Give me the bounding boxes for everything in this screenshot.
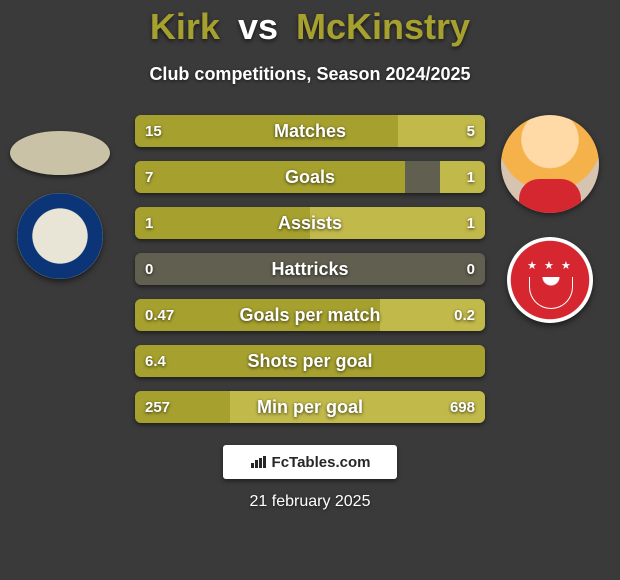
- player1-name: Kirk: [150, 6, 220, 47]
- stats-bars: Matches155Goals71Assists11Hattricks00Goa…: [135, 115, 485, 423]
- stat-value-left: 0: [135, 253, 163, 285]
- stat-value-right: 0.2: [444, 299, 485, 331]
- stat-row: Goals per match0.47 0.2: [135, 299, 485, 331]
- stat-value-right: 5: [457, 115, 485, 147]
- player2-club-badge: [507, 237, 593, 323]
- right-column: [490, 115, 610, 323]
- chart-icon: [250, 455, 268, 469]
- stat-value-left: 15: [135, 115, 172, 147]
- stat-row: Goals7 1: [135, 161, 485, 193]
- stat-label: Hattricks: [135, 253, 485, 285]
- footer-date: 21 february 2025: [0, 493, 620, 511]
- left-column: [0, 115, 120, 279]
- stat-row: Shots per goal6.4: [135, 345, 485, 377]
- brand-logo-box: FcTables.com: [223, 445, 397, 479]
- stat-label: Matches: [135, 115, 485, 147]
- stat-label: Shots per goal: [135, 345, 485, 377]
- stat-label: Goals per match: [135, 299, 485, 331]
- stat-value-right: 1: [457, 207, 485, 239]
- player1-club-badge: [17, 193, 103, 279]
- subtitle: Club competitions, Season 2024/2025: [0, 64, 620, 85]
- stat-label: Goals: [135, 161, 485, 193]
- stat-value-right: 698: [440, 391, 485, 423]
- stat-label: Min per goal: [135, 391, 485, 423]
- stat-row: Matches15 5: [135, 115, 485, 147]
- stat-value-left: 1: [135, 207, 163, 239]
- stat-row: Min per goal257 698: [135, 391, 485, 423]
- stat-row: Hattricks0 0: [135, 253, 485, 285]
- player1-photo: [10, 131, 110, 175]
- stat-value-left: 6.4: [135, 345, 176, 377]
- brand-text: FcTables.com: [272, 454, 371, 471]
- stat-value-left: 0.47: [135, 299, 184, 331]
- stat-value-left: 257: [135, 391, 180, 423]
- player2-name: McKinstry: [296, 6, 470, 47]
- stat-value-right: [465, 345, 485, 377]
- player2-photo: [501, 115, 599, 213]
- comparison-body: Matches155Goals71Assists11Hattricks00Goa…: [0, 115, 620, 423]
- vs-text: vs: [238, 6, 278, 47]
- stat-label: Assists: [135, 207, 485, 239]
- stat-value-right: 0: [457, 253, 485, 285]
- comparison-title: Kirk vs McKinstry: [0, 0, 620, 48]
- stat-row: Assists1 1: [135, 207, 485, 239]
- stat-value-right: 1: [457, 161, 485, 193]
- stat-value-left: 7: [135, 161, 163, 193]
